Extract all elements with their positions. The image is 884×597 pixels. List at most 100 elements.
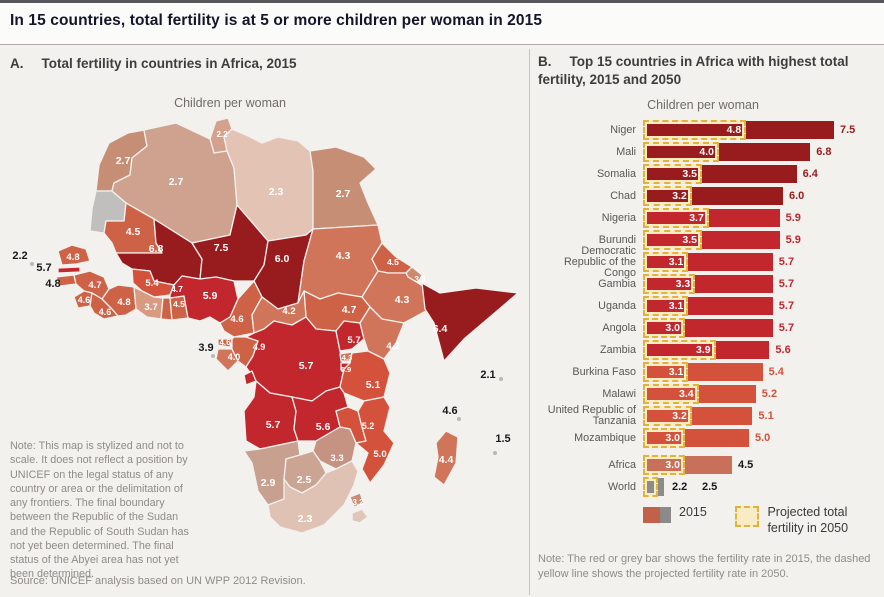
map-value-zimbabwe: 3.3 xyxy=(330,453,343,464)
bar-track: 3.2 6.0 xyxy=(643,186,880,206)
bar-row-united-republic-of-tanzania: United Republic of Tanzania 3.2 5.1 xyxy=(538,404,880,427)
bar-row-label: Malawi xyxy=(602,387,636,400)
bar-2015 xyxy=(695,275,773,293)
value-2050: 3.1 xyxy=(668,256,684,268)
value-2050: 3.4 xyxy=(678,388,694,400)
bar-2015 xyxy=(685,319,773,337)
map-value-egypt: 2.7 xyxy=(336,188,351,200)
map-value-algeria: 2.7 xyxy=(169,176,184,188)
map-value-djibouti: 3.3 xyxy=(414,275,426,284)
bar-2015-inside-box xyxy=(647,366,685,378)
bar-row-somalia: Somalia 3.5 6.4 xyxy=(538,164,880,184)
panel-a-header: A. Total fertility in countries in Africa… xyxy=(10,55,490,73)
map-value-mauritania: 4.5 xyxy=(126,226,141,238)
map-value-angola: 5.7 xyxy=(266,419,281,431)
map-value-tanzania: 5.1 xyxy=(366,379,381,391)
map-value-benin: 4.5 xyxy=(173,299,185,309)
legend: 2015 Projected total fertility in 2050 xyxy=(643,505,880,536)
value-2015: 5.2 xyxy=(761,388,778,400)
value-2015: 6.0 xyxy=(789,190,805,202)
bar-row-angola: Angola 3.0 5.7 xyxy=(538,318,880,338)
bar-2015-inside-box xyxy=(647,344,712,356)
bar-row-label: United Republic of Tanzania xyxy=(547,404,636,427)
value-2015: 6.4 xyxy=(802,168,818,180)
value-2015: 5.1 xyxy=(758,410,774,422)
value-2050: 3.1 xyxy=(668,366,684,378)
bar-row-chad: Chad 3.2 6.0 xyxy=(538,186,880,206)
bar-rows: Niger 4.8 7.5 Mali 4.0 6.8 Somalia 3.5 6.4 Chad 3.… xyxy=(538,120,880,448)
value-2050: 3.0 xyxy=(665,459,680,471)
map-value-libya: 2.3 xyxy=(269,186,284,198)
bar-row-nigeria: Nigeria 3.7 5.9 xyxy=(538,208,880,228)
country-ghana xyxy=(133,286,164,320)
figure-title: In 15 countries, total fertility is at 5… xyxy=(10,12,543,29)
value-2015: 2.5 xyxy=(702,481,718,493)
value-2050: 4.8 xyxy=(726,124,742,136)
legend-2050-label: Projected total fertility in 2050 xyxy=(767,505,849,535)
country-gabon xyxy=(215,348,239,372)
map-value-nigeria: 5.9 xyxy=(203,290,218,302)
panel-b-header: B. Top 15 countries in Africa with highes… xyxy=(538,53,876,89)
map-value-drc: 5.7 xyxy=(299,360,314,372)
bar-row-label: Angola xyxy=(602,321,636,334)
bar-row-label: Africa xyxy=(608,458,636,471)
bar-2015-inside-box xyxy=(647,278,692,290)
map-value-swaziland: 3.2 xyxy=(352,498,364,507)
bar-track: 3.0 5.7 xyxy=(643,318,880,338)
bar-row-label: Mozambique xyxy=(574,431,636,444)
value-2015: 5.7 xyxy=(778,322,795,334)
panel-a-source: Source: UNICEF analysis based on UN WPP … xyxy=(10,575,306,587)
bar-row-label: Burkina Faso xyxy=(572,365,636,378)
value-2050: 3.2 xyxy=(672,410,687,422)
map-value-mauritius: 1.5 xyxy=(495,433,510,445)
panel-a-axis-caption: Children per woman xyxy=(174,96,286,110)
bar-row-label: Niger xyxy=(610,123,636,136)
bar-2015-inside-box xyxy=(647,481,654,493)
value-2015: 6.8 xyxy=(816,146,832,158)
bar-row-label: Gambia xyxy=(598,277,636,290)
legend-2015-label: 2015 xyxy=(679,505,707,519)
map-value-gabon: 4.0 xyxy=(228,352,241,362)
bar-row-label: World xyxy=(608,480,636,493)
bar-2015-inside-box xyxy=(647,190,688,202)
bar-row-label: Democratic Republic of the Congo xyxy=(563,244,636,279)
bar-2015 xyxy=(698,385,756,403)
value-2050: 3.3 xyxy=(675,278,691,290)
map-value-botswana: 2.5 xyxy=(297,474,312,486)
map-value-cote-divoire: 4.8 xyxy=(117,297,130,308)
country-nigeria xyxy=(169,275,239,324)
bar-track: 4.8 7.5 xyxy=(643,120,880,140)
country-south-africa xyxy=(267,460,359,534)
value-2050: 3.9 xyxy=(695,344,711,356)
bar-2015 xyxy=(708,209,780,227)
bar-2015 xyxy=(746,121,834,139)
map-value-morocco: 2.7 xyxy=(116,155,131,167)
map-value-eritrea: 4.5 xyxy=(387,257,399,267)
value-2015: 4.5 xyxy=(738,459,754,471)
map-value-car: 4.2 xyxy=(282,306,295,317)
aggregate-rows: Africa 3.0 4.5 World 2.2 2.5 xyxy=(538,455,880,497)
bar-row-burundi: Burundi 3.5 5.9 xyxy=(538,230,880,250)
bar-2015 xyxy=(688,253,773,271)
panel-b-title: Top 15 countries in Africa with highest … xyxy=(538,54,849,88)
bar-track: 3.5 5.9 xyxy=(643,230,880,250)
value-2015: 5.9 xyxy=(785,212,801,224)
map-value-somalia: 6.4 xyxy=(433,323,448,335)
panel-divider xyxy=(529,49,530,595)
panel-a-note: Note: This map is stylized and not to sc… xyxy=(10,440,189,581)
map-value-liberia: 4.6 xyxy=(99,307,112,317)
map-value-guinea: 4.7 xyxy=(88,280,101,291)
legend-2015-swatch xyxy=(643,507,671,523)
country-lesotho xyxy=(351,508,369,524)
map-value-equatorial-guinea: 4.6 xyxy=(219,338,231,347)
map-value-tunisia: 2.2 xyxy=(216,130,228,139)
map-value-comoros: 4.6 xyxy=(442,405,457,417)
bar-2015 xyxy=(702,231,780,249)
bar-2015-inside-box xyxy=(647,168,698,180)
map-value-senegal: 4.8 xyxy=(66,252,79,263)
bar-row-gambia: Gambia 3.3 5.7 xyxy=(538,274,880,294)
country-somalia xyxy=(421,282,519,362)
map-value-rwanda: 4.3 xyxy=(342,353,352,362)
island-mauritius xyxy=(493,451,497,455)
bar-2015 xyxy=(715,341,770,359)
